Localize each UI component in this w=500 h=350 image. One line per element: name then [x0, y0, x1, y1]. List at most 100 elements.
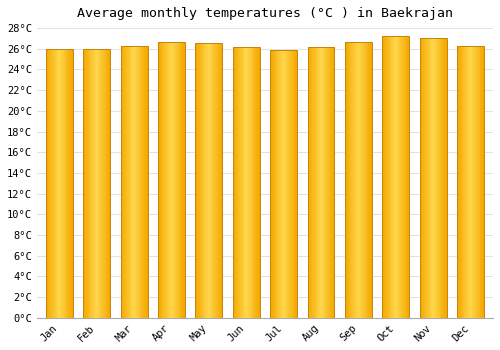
Bar	[477, 46, 478, 318]
Bar	[160, 42, 162, 318]
Bar	[276, 50, 278, 318]
Bar	[329, 47, 330, 318]
Bar	[480, 46, 482, 318]
Bar	[212, 43, 214, 318]
Bar	[83, 49, 84, 318]
Bar	[444, 38, 445, 318]
Bar	[51, 49, 52, 318]
Bar	[279, 50, 280, 318]
Bar	[310, 47, 311, 318]
Bar	[282, 50, 284, 318]
Bar	[430, 38, 432, 318]
Bar	[270, 50, 297, 318]
Bar	[330, 47, 331, 318]
Bar	[364, 42, 365, 318]
Bar	[464, 46, 466, 318]
Bar	[109, 49, 110, 318]
Bar	[178, 42, 180, 318]
Bar	[408, 36, 410, 318]
Bar	[70, 49, 71, 318]
Bar	[352, 42, 353, 318]
Bar	[291, 50, 292, 318]
Bar	[233, 47, 234, 318]
Bar	[130, 46, 132, 318]
Bar	[236, 47, 238, 318]
Bar	[239, 47, 240, 318]
Bar	[426, 38, 427, 318]
Bar	[465, 46, 466, 318]
Bar	[319, 47, 320, 318]
Bar	[462, 46, 464, 318]
Bar	[446, 38, 447, 318]
Bar	[332, 47, 333, 318]
Bar	[474, 46, 475, 318]
Bar	[394, 36, 395, 318]
Bar	[176, 42, 177, 318]
Bar	[134, 46, 135, 318]
Bar	[368, 42, 370, 318]
Bar	[60, 49, 61, 318]
Bar	[170, 42, 172, 318]
Bar	[402, 36, 403, 318]
Bar	[198, 43, 199, 318]
Bar	[92, 49, 93, 318]
Bar	[102, 49, 103, 318]
Bar	[458, 46, 459, 318]
Title: Average monthly temperatures (°C ) in Baekrajan: Average monthly temperatures (°C ) in Ba…	[77, 7, 453, 20]
Bar	[472, 46, 474, 318]
Bar	[214, 43, 215, 318]
Bar	[205, 43, 206, 318]
Bar	[271, 50, 272, 318]
Bar	[196, 43, 197, 318]
Bar	[434, 38, 435, 318]
Bar	[93, 49, 94, 318]
Bar	[240, 47, 241, 318]
Bar	[362, 42, 363, 318]
Bar	[382, 36, 384, 318]
Bar	[53, 49, 54, 318]
Bar	[435, 38, 436, 318]
Bar	[90, 49, 92, 318]
Bar	[106, 49, 108, 318]
Bar	[68, 49, 69, 318]
Bar	[483, 46, 484, 318]
Bar	[168, 42, 169, 318]
Bar	[126, 46, 127, 318]
Bar	[144, 46, 145, 318]
Bar	[274, 50, 276, 318]
Bar	[46, 49, 48, 318]
Bar	[108, 49, 110, 318]
Bar	[165, 42, 166, 318]
Bar	[398, 36, 400, 318]
Bar	[369, 42, 370, 318]
Bar	[406, 36, 408, 318]
Bar	[244, 47, 246, 318]
Bar	[141, 46, 142, 318]
Bar	[272, 50, 273, 318]
Bar	[460, 46, 462, 318]
Bar	[363, 42, 364, 318]
Bar	[273, 50, 274, 318]
Bar	[428, 38, 429, 318]
Bar	[482, 46, 484, 318]
Bar	[459, 46, 460, 318]
Bar	[101, 49, 102, 318]
Bar	[345, 42, 372, 318]
Bar	[140, 46, 141, 318]
Bar	[385, 36, 386, 318]
Bar	[252, 47, 254, 318]
Bar	[457, 46, 458, 318]
Bar	[103, 49, 104, 318]
Bar	[66, 49, 68, 318]
Bar	[84, 49, 85, 318]
Bar	[209, 43, 210, 318]
Bar	[289, 50, 290, 318]
Bar	[216, 43, 217, 318]
Bar	[183, 42, 184, 318]
Bar	[284, 50, 286, 318]
Bar	[445, 38, 446, 318]
Bar	[234, 47, 236, 318]
Bar	[88, 49, 90, 318]
Bar	[469, 46, 470, 318]
Bar	[200, 43, 201, 318]
